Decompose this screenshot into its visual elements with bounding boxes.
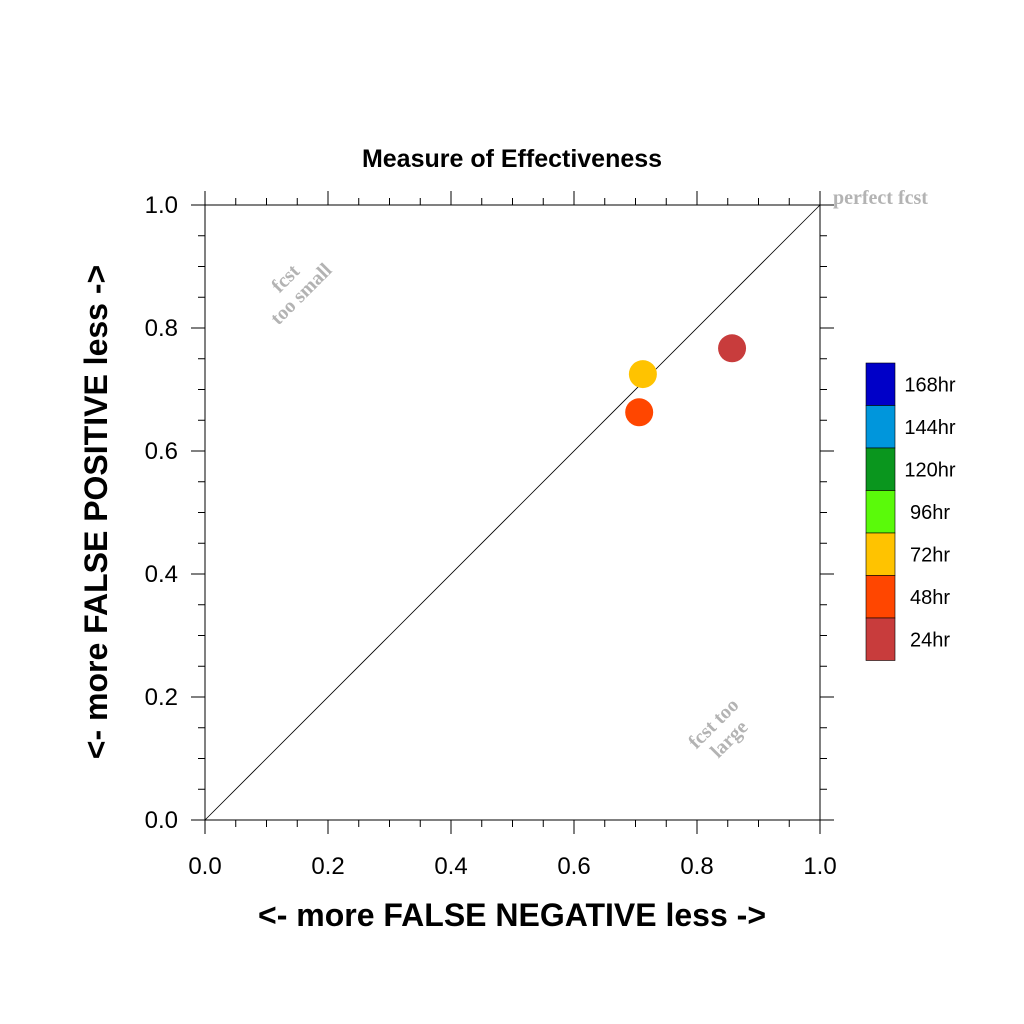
x-tick-labels: 0.0 0.2 0.4 0.6 0.8 1.0 — [188, 853, 836, 880]
point-24hr — [718, 334, 747, 363]
plot-area: 0.0 0.2 0.4 0.6 0.8 1.0 0.0 0.2 0.4 0.6 0.8 1.0 — [145, 191, 837, 880]
too-large-annotation: fcst too large — [684, 694, 752, 762]
y-axis-label: <- more FALSE POSITIVE less -> — [78, 265, 114, 759]
y-tick-label: 0.6 — [145, 438, 178, 465]
x-tick-label: 1.0 — [803, 853, 836, 880]
too-small-line-2: too small — [266, 259, 336, 329]
legend-swatch-144hr — [865, 405, 896, 449]
legend: 168hr 144hr 120hr 96hr 72hr 48hr 24hr — [865, 362, 956, 661]
x-tick-label: 0.2 — [311, 853, 344, 880]
x-tick-label: 0.8 — [680, 853, 713, 880]
x-axis-label: <- more FALSE NEGATIVE less -> — [258, 897, 766, 933]
legend-label-168hr: 168hr — [904, 374, 955, 396]
axis-ticks — [191, 191, 834, 834]
x-tick-label: 0.4 — [434, 853, 467, 880]
legend-label-48hr: 48hr — [910, 587, 950, 609]
legend-label-120hr: 120hr — [904, 459, 955, 481]
y-tick-label: 0.0 — [145, 807, 178, 834]
legend-label-144hr: 144hr — [904, 417, 955, 439]
x-tick-label: 0.6 — [557, 853, 590, 880]
y-tick-label: 0.8 — [145, 315, 178, 342]
too-small-annotation: fcst too small — [266, 259, 336, 329]
perfect-fcst-annotation: perfect fcst — [833, 187, 928, 209]
legend-label-72hr: 72hr — [910, 544, 950, 566]
y-tick-label: 1.0 — [145, 192, 178, 219]
diagonal-line — [204, 204, 821, 821]
point-48hr — [625, 398, 654, 427]
legend-swatch-72hr — [865, 532, 896, 576]
point-72hr — [628, 360, 657, 389]
legend-swatch-96hr — [865, 490, 896, 534]
legend-label-96hr: 96hr — [910, 502, 950, 524]
legend-swatch-48hr — [865, 575, 896, 619]
x-tick-label: 0.0 — [188, 853, 221, 880]
legend-swatch-120hr — [865, 447, 896, 491]
chart-title: Measure of Effectiveness — [362, 145, 662, 173]
y-tick-label: 0.2 — [145, 684, 178, 711]
legend-swatch-24hr — [865, 617, 896, 661]
y-tick-labels: 0.0 0.2 0.4 0.6 0.8 1.0 — [145, 192, 178, 834]
legend-label-24hr: 24hr — [910, 629, 950, 651]
legend-swatch-168hr — [865, 362, 896, 406]
y-tick-label: 0.4 — [145, 561, 178, 588]
data-points — [625, 334, 747, 427]
